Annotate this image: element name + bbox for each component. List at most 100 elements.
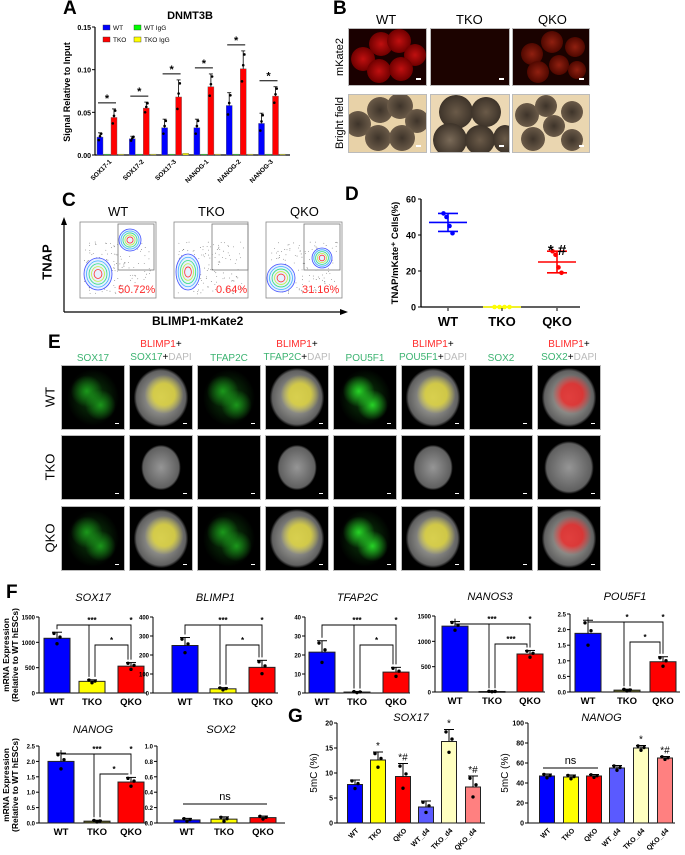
c-event-dot: [222, 278, 224, 280]
c-event-dot: [178, 251, 180, 252]
c-contour: [269, 266, 293, 290]
d-ytick-label: 60: [406, 195, 416, 205]
a-bar: [175, 96, 182, 156]
c-event-dot: [336, 241, 337, 243]
c-x-arrowhead: [340, 309, 348, 315]
c-pct-tko: 0.64%: [216, 284, 248, 296]
b-image-qko-mkate2: [512, 28, 590, 86]
e-header-plus: +: [162, 352, 169, 363]
f-tfap2c-bracket-tko-qko: [359, 644, 394, 689]
g-nanog-data-point: [548, 773, 552, 778]
f-nanog-x-tick-label: WT: [54, 827, 69, 838]
c-event-dot: [131, 277, 133, 279]
g-sox17-data-point: [421, 800, 425, 804]
f-nanos3-data-point: [531, 651, 535, 655]
a-data-point: [208, 94, 211, 97]
f-pou5f1-x-tick-label: WT: [581, 696, 596, 707]
f-nanog-x-tick-label: TKO: [87, 827, 107, 838]
f-blimp1-ytick-label: 0: [146, 692, 150, 698]
c-event-dot: [197, 290, 199, 292]
f-pou5f1-bracket-tko-qko: [629, 641, 661, 687]
c-event-dot: [132, 274, 134, 276]
g-nanog-significance-mark: *: [639, 735, 643, 746]
c-event-dot: [106, 243, 107, 244]
f-tfap2c-x-tick-label: TKO: [347, 697, 367, 708]
f-sox2-data-point: [261, 817, 265, 821]
f-nanos3-bracket-wt-qko: [454, 618, 531, 648]
f-sox17-data-point: [129, 667, 133, 672]
e-header-plus: +: [301, 352, 308, 363]
c-event-dot: [222, 250, 224, 252]
d-data-point: [556, 265, 561, 270]
c-event-dot: [220, 242, 222, 243]
c-event-dot: [120, 258, 122, 260]
a-x-tick-label: NANOG-3: [249, 158, 275, 184]
a-legend-swatch: [133, 36, 142, 43]
f-nanog-sig-tko-qko: *: [112, 765, 116, 774]
c-event-dot: [208, 254, 210, 256]
g-sox17-ytick-label: 20: [325, 721, 333, 728]
c-event-dot: [288, 291, 289, 293]
g-sox17-significance-mark: *#: [398, 753, 408, 764]
f-pou5f1-data-point: [586, 643, 590, 647]
g-sox17-significance-mark: *: [376, 741, 380, 752]
f-nanog-ytick-label: 0.0: [27, 822, 36, 828]
c-event-dot: [206, 270, 208, 271]
c-event-dot: [177, 292, 179, 294]
a-significance-mark: *: [169, 64, 174, 76]
a-bar: [182, 153, 189, 156]
c-event-dot: [318, 286, 319, 288]
b-image-tko-brightfield: [430, 94, 510, 153]
f-nanog-x-tick-label: QKO: [120, 827, 142, 838]
f-sox2-title: SOX2: [206, 724, 235, 736]
f-pou5f1-title: POU5F1: [604, 591, 647, 603]
e-image: [333, 506, 397, 571]
d-data-point: [492, 304, 497, 310]
f-blimp1-x-tick-label: TKO: [213, 697, 233, 708]
a-data-point: [243, 53, 246, 56]
c-event-dot: [213, 244, 215, 246]
f-nanog-ytick-label: 0.5: [27, 806, 36, 812]
panel-letter-g: G: [288, 706, 303, 727]
c-event-dot: [314, 287, 316, 288]
c-event-dot: [298, 288, 300, 290]
c-event-dot: [121, 266, 123, 268]
f-sox2-data-point: [182, 816, 186, 821]
c-event-dot: [216, 281, 217, 283]
c-event-dot: [120, 284, 121, 286]
c-event-dot: [289, 249, 291, 251]
f-pou5f1-data-point: [583, 621, 587, 625]
c-event-dot: [284, 259, 286, 261]
c-event-dot: [239, 253, 240, 255]
c-event-dot: [113, 267, 115, 269]
c-contour: [182, 263, 194, 281]
c-event-dot: [241, 283, 243, 284]
c-event-dot: [200, 274, 202, 276]
c-event-dot: [218, 264, 220, 265]
a-legend-swatch: [133, 24, 142, 31]
d-y-label: TNAP/mKate⁺ Cells(%): [390, 202, 401, 305]
e-header-marker: TFAP2C: [263, 352, 302, 363]
f-pou5f1-sig-wt-qko: *: [661, 613, 665, 622]
c-event-dot: [193, 290, 195, 292]
f-nanos3-sig-wt-qko: *: [528, 615, 532, 624]
g-nanog-x-tick-label: WT: [540, 827, 553, 840]
c-event-dot: [237, 277, 239, 279]
c-event-dot: [319, 290, 321, 291]
f-blimp1-sig-wt-tko: ***: [218, 616, 228, 625]
f-blimp1-data-point: [186, 642, 190, 646]
c-event-dot: [282, 258, 284, 260]
e-header-plus: +: [311, 339, 318, 350]
c-event-dot: [323, 242, 325, 244]
c-event-dot: [312, 275, 314, 277]
c-event-dot: [304, 251, 306, 253]
c-event-dot: [148, 273, 150, 275]
g-nanog-x-tick-label: WT_d4: [601, 827, 622, 848]
c-event-dot: [327, 287, 329, 289]
c-event-dot: [146, 273, 147, 275]
c-event-dot: [293, 242, 295, 244]
f-tfap2c-x-tick-label: QKO: [385, 697, 407, 708]
c-event-dot: [198, 284, 200, 285]
c-event-dot: [104, 288, 106, 290]
c-event-dot: [101, 253, 103, 255]
